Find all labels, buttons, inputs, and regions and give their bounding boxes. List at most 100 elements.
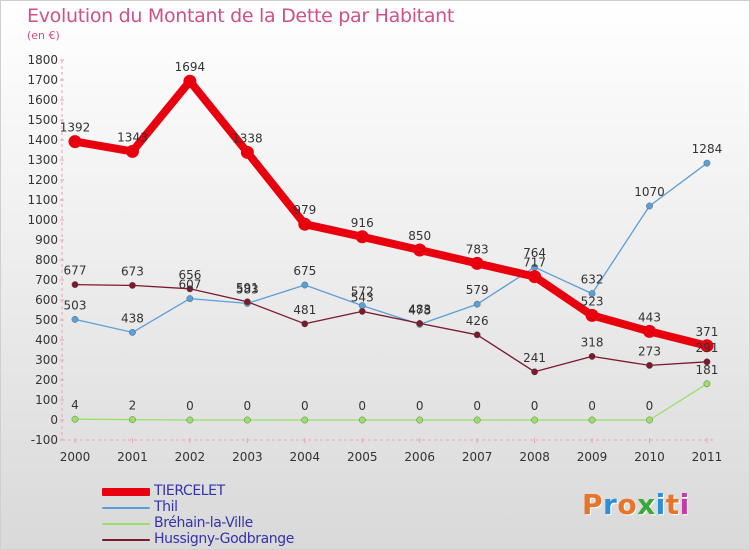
y-tick-label: 0 [50,413,58,427]
data-label: 0 [416,399,424,413]
data-label: 1343 [117,130,148,144]
data-label: 523 [581,294,604,308]
data-label: 632 [581,273,604,287]
data-point [416,319,424,327]
data-label: 583 [236,282,259,296]
data-point [298,217,312,231]
y-tick-label: 1700 [27,73,58,87]
data-label: 318 [581,335,604,349]
y-tick-label: 200 [35,373,58,387]
data-point [528,270,542,284]
data-point [129,328,136,336]
data-label: 979 [293,203,316,217]
data-label: 675 [293,264,316,278]
data-point [588,416,596,424]
legend-label: Bréhain-la-Ville [154,515,253,531]
x-tick-label: 2008 [519,450,550,464]
series-line-tiercelet [71,77,711,350]
series-line-hussigny-godbrange [74,283,708,373]
data-label: 438 [121,311,144,325]
logo-letter: i [655,488,666,521]
y-tick-label: 1500 [27,113,58,127]
data-label: 764 [523,246,546,260]
x-tick-label: 2010 [634,450,665,464]
y-tick-label: 1000 [27,213,58,227]
data-point [643,324,656,338]
data-label: 291 [695,341,718,355]
data-point [470,256,484,270]
data-point [240,145,254,159]
data-label: 371 [695,325,718,339]
legend-label: Thil [154,499,178,515]
data-point [531,416,538,424]
y-tick-label: -100 [31,433,58,447]
data-point [416,416,424,424]
data-label: 916 [351,216,374,230]
logo-letter: r [603,488,618,521]
data-point [473,416,481,424]
x-tick-label: 2011 [692,450,723,464]
data-point [355,230,369,244]
data-label: 483 [408,302,431,316]
data-label: 503 [64,298,87,312]
data-label: 1392 [60,121,91,135]
x-tick-label: 2001 [117,450,148,464]
logo-letter: x [637,488,656,521]
data-point [531,368,538,376]
data-point [183,74,197,88]
x-tick-label: 2006 [404,450,435,464]
data-point [585,308,599,322]
data-label: 1694 [175,60,206,74]
data-point [129,416,136,423]
proxiti-logo: Proxiti [582,488,690,521]
x-tick-label: 2009 [577,450,608,464]
y-tick-label: 1800 [27,53,58,67]
data-point [71,415,79,423]
data-point [646,361,653,369]
data-label: 481 [293,303,316,317]
chart-title: Evolution du Montant de la Dette par Hab… [27,5,455,27]
data-label: 0 [588,399,596,413]
data-label: 591 [236,281,259,295]
data-label: 0 [186,399,194,413]
data-point [703,159,711,167]
data-point [129,281,136,289]
legend-label: Hussigny-Godbrange [154,531,294,547]
data-label: 4 [71,398,79,412]
data-point [473,300,481,308]
data-label: 478 [408,303,431,317]
y-tick-label: 300 [35,353,58,367]
y-tick-label: 700 [35,273,58,287]
data-label: 1284 [692,142,723,156]
logo-letter: P [582,488,604,521]
y-tick-label: 1600 [27,93,58,107]
y-tick-label: 800 [35,253,58,267]
data-label: 443 [638,310,661,324]
series-line-br-hain-la-ville [74,383,708,421]
data-point [301,320,309,328]
data-label: 0 [244,399,252,413]
data-label: 717 [523,256,546,270]
data-label: 0 [358,399,366,413]
data-point [700,339,714,353]
data-point [71,315,79,323]
legend-label: TIERCELET [154,483,225,499]
data-point [243,416,251,424]
data-point [186,285,194,293]
data-point [186,295,194,302]
data-point [125,144,139,158]
data-point [588,290,596,297]
x-tick-label: 2005 [347,450,378,464]
logo-letter: o [617,488,638,521]
data-point [186,416,194,424]
data-label: 607 [178,278,201,292]
data-point [358,307,366,315]
data-label: 572 [351,285,374,299]
data-point [646,202,653,210]
legend-swatch [102,539,150,541]
series-line-thil [74,162,708,334]
data-point [588,352,596,360]
data-point [71,281,79,288]
